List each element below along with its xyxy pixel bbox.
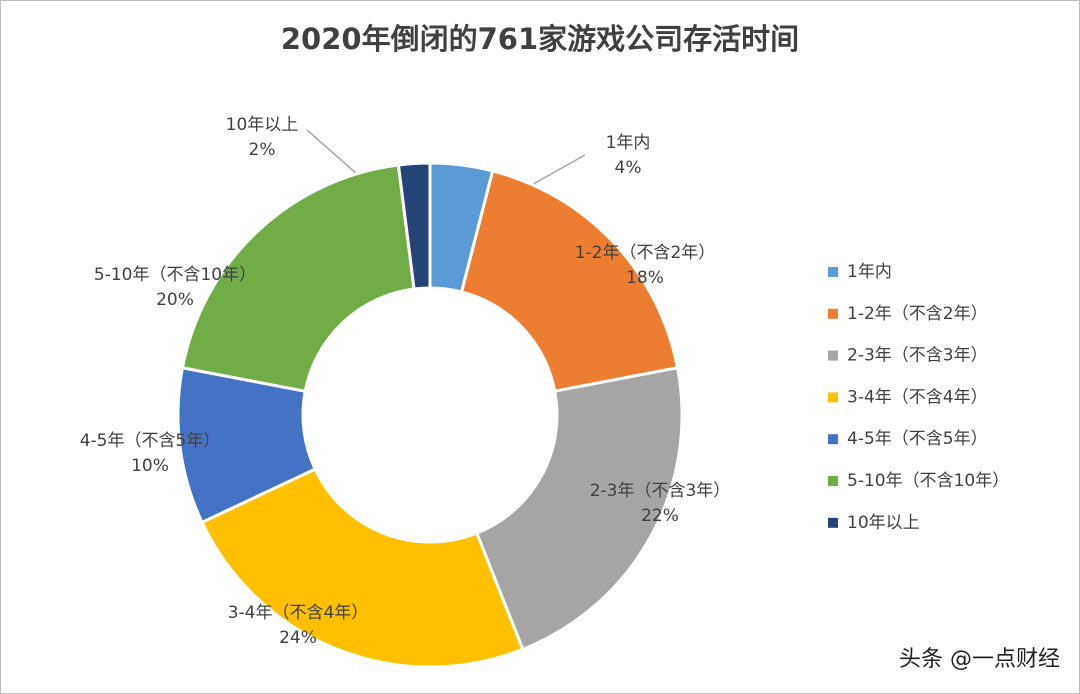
watermark: 头条 @一点财经 xyxy=(899,647,1060,672)
slice-label: 4-5年（不含5年） xyxy=(80,431,221,451)
slice-value-label: 20% xyxy=(156,290,194,310)
slice-label: 1-2年（不含2年） xyxy=(575,243,716,263)
legend-label: 10年以上 xyxy=(847,513,920,533)
legend-swatch xyxy=(828,476,838,486)
slice-label: 2-3年（不含3年） xyxy=(590,481,731,501)
slice-value-label: 2% xyxy=(249,140,276,160)
chart-title: 2020年倒闭的761家游戏公司存活时间 xyxy=(281,22,799,56)
slice-value-label: 22% xyxy=(641,506,679,526)
slice-label: 10年以上 xyxy=(226,115,299,135)
legend-label: 2-3年（不含3年） xyxy=(847,346,988,366)
legend-label: 1年内 xyxy=(847,262,892,282)
slice-value-label: 18% xyxy=(626,268,664,288)
slice-value-label: 10% xyxy=(131,456,169,476)
legend-swatch xyxy=(828,308,838,319)
legend-swatch xyxy=(828,267,838,277)
donut-slice xyxy=(459,169,680,393)
donut-slice xyxy=(199,467,525,669)
legend-swatch xyxy=(828,517,838,528)
legend-label: 4-5年（不含5年） xyxy=(847,429,988,449)
legend-label: 5-10年（不含10年） xyxy=(847,471,1009,491)
legend-swatch xyxy=(828,434,838,445)
legend-swatch xyxy=(828,350,838,361)
slice-value-label: 24% xyxy=(279,628,317,648)
legend-label: 1-2年（不含2年） xyxy=(847,304,988,324)
legend-label: 3-4年（不含4年） xyxy=(847,387,988,407)
slice-value-label: 4% xyxy=(615,158,642,178)
slice-label: 5-10年（不含10年） xyxy=(94,265,256,285)
donut-slice xyxy=(474,366,684,652)
slice-label: 3-4年（不含4年） xyxy=(228,603,369,623)
slice-label: 1年内 xyxy=(606,133,651,153)
donut-slice xyxy=(180,163,416,393)
donut-slice xyxy=(396,161,432,291)
legend-swatch xyxy=(828,392,838,403)
